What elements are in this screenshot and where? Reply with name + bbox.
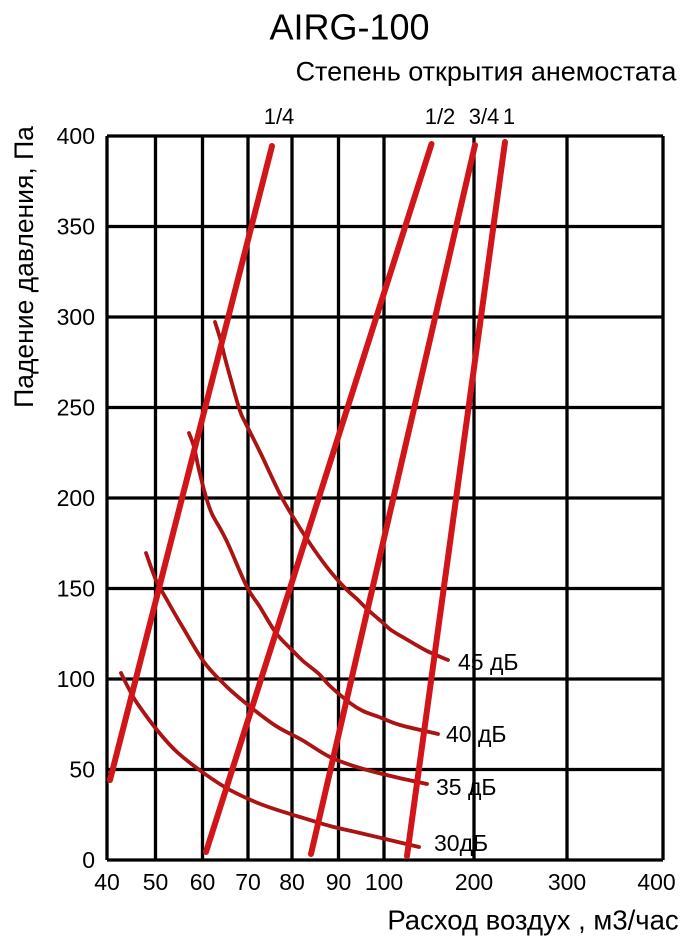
svg-text:350: 350 — [57, 214, 95, 240]
svg-text:40 дБ: 40 дБ — [446, 721, 507, 747]
svg-text:1/4: 1/4 — [264, 104, 295, 129]
svg-text:30дБ: 30дБ — [434, 830, 488, 856]
svg-text:250: 250 — [57, 395, 95, 421]
svg-text:0: 0 — [82, 847, 95, 873]
svg-text:35 дБ: 35 дБ — [436, 774, 497, 800]
svg-text:300: 300 — [57, 304, 95, 330]
svg-text:80: 80 — [279, 869, 305, 895]
svg-text:Степень открытия анемостата: Степень открытия анемостата — [296, 57, 678, 87]
svg-text:150: 150 — [57, 576, 95, 602]
svg-text:400: 400 — [57, 123, 95, 149]
svg-text:100: 100 — [365, 869, 403, 895]
svg-text:400: 400 — [637, 869, 675, 895]
svg-text:200: 200 — [455, 869, 493, 895]
svg-text:90: 90 — [326, 869, 352, 895]
svg-text:3/4: 3/4 — [469, 104, 500, 129]
svg-text:40: 40 — [94, 869, 120, 895]
svg-text:60: 60 — [190, 869, 216, 895]
svg-text:45 дБ: 45 дБ — [458, 649, 519, 675]
svg-text:100: 100 — [57, 666, 95, 692]
svg-text:1/2: 1/2 — [425, 104, 456, 129]
svg-text:Падение давления, Па: Падение давления, Па — [9, 126, 39, 408]
svg-text:70: 70 — [235, 869, 261, 895]
svg-text:Расход воздух , м3/час: Расход воздух , м3/час — [387, 905, 679, 936]
svg-text:50: 50 — [69, 757, 95, 783]
svg-text:300: 300 — [548, 869, 586, 895]
svg-text:AIRG-100: AIRG-100 — [269, 7, 429, 48]
svg-text:50: 50 — [143, 869, 169, 895]
svg-text:200: 200 — [57, 485, 95, 511]
svg-text:1: 1 — [503, 104, 515, 129]
